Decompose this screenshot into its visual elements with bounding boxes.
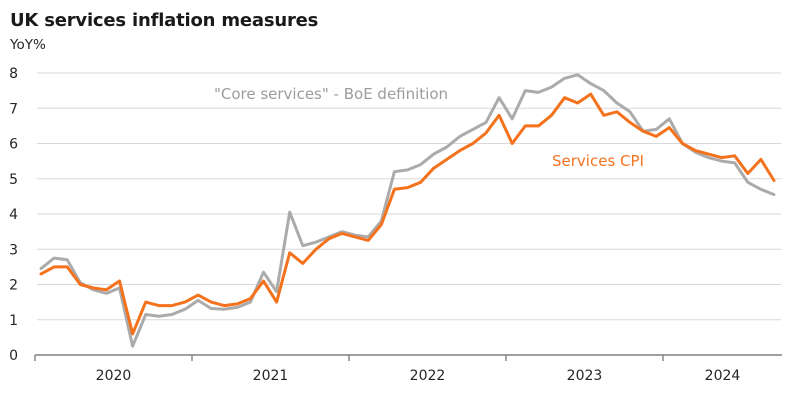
y-tick-label: 2 xyxy=(9,278,18,294)
y-tick-label: 6 xyxy=(9,137,18,153)
services-cpi-line xyxy=(39,92,776,336)
y-axis-unit-label: YoY% xyxy=(10,37,46,53)
y-tick-label: 4 xyxy=(9,207,18,223)
y-tick-label: 0 xyxy=(9,348,18,364)
y-tick-label: 7 xyxy=(9,101,18,117)
x-year-label: 2022 xyxy=(410,368,446,384)
x-year-label: 2020 xyxy=(96,368,132,384)
x-year-label: 2021 xyxy=(253,368,289,384)
services-cpi-series-label: Services CPI xyxy=(552,152,644,170)
x-year-label: 2023 xyxy=(567,368,603,384)
core-services-series-label: "Core services" - BoE definition xyxy=(213,85,449,103)
core-services-line xyxy=(39,73,776,348)
y-tick-label: 8 xyxy=(9,66,18,82)
y-tick-label: 5 xyxy=(9,172,18,188)
x-year-label: 2024 xyxy=(705,368,741,384)
y-tick-label: 1 xyxy=(9,313,18,329)
y-tick-label: 3 xyxy=(9,242,18,258)
page-title: UK services inflation measures xyxy=(10,10,319,31)
